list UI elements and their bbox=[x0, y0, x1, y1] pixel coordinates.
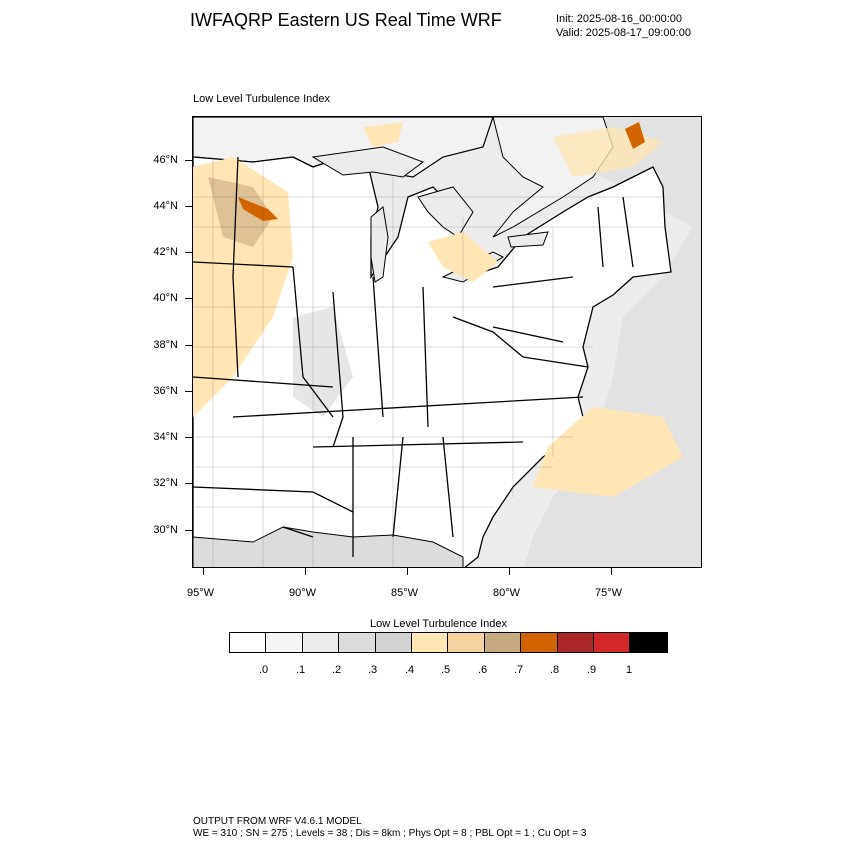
lat-label-32: 32°N bbox=[153, 477, 178, 489]
colorbar-box-0 bbox=[230, 633, 267, 652]
lon-label-95: 95°W bbox=[187, 587, 215, 599]
lat-label-46: 46°N bbox=[153, 154, 178, 166]
colorbar-label: .4 bbox=[405, 664, 415, 676]
lat-tick bbox=[185, 530, 192, 531]
lon-tick bbox=[509, 568, 510, 575]
lat-label-36: 36°N bbox=[153, 385, 178, 397]
lake-ontario bbox=[507, 231, 549, 248]
lat-tick bbox=[185, 345, 192, 346]
colorbar-box-6 bbox=[448, 633, 485, 652]
colorbar-label: .8 bbox=[550, 664, 560, 676]
turbulence-midwest-gray bbox=[293, 307, 353, 417]
colorbar-label: .3 bbox=[368, 664, 378, 676]
lake-michigan bbox=[370, 206, 389, 283]
colorbar-label: .0 bbox=[259, 664, 269, 676]
lat-tick bbox=[185, 206, 192, 207]
colorbar-box-4 bbox=[375, 633, 412, 652]
map-canvas bbox=[193, 117, 701, 567]
lon-label-75: 75°W bbox=[595, 587, 623, 599]
turbulence-atlantic-region bbox=[533, 407, 683, 497]
lat-label-38: 38°N bbox=[153, 339, 178, 351]
valid-time: Valid: 2025-08-17_09:00:00 bbox=[556, 27, 691, 39]
lon-label-85: 85°W bbox=[391, 587, 419, 599]
colorbar-label: .9 bbox=[587, 664, 597, 676]
turbulence-west-core bbox=[208, 177, 273, 247]
lat-tick bbox=[185, 391, 192, 392]
lon-label-80: 80°W bbox=[493, 587, 521, 599]
turbulence-superior-region bbox=[363, 122, 403, 147]
colorbar-box-2 bbox=[302, 633, 340, 652]
colorbar-label: .5 bbox=[441, 664, 451, 676]
colorbar-box-3 bbox=[339, 633, 376, 652]
lat-label-40: 40°N bbox=[153, 292, 178, 304]
lon-tick bbox=[611, 568, 612, 575]
colorbar-label: 1 bbox=[626, 664, 633, 676]
lat-tick bbox=[185, 437, 192, 438]
lat-tick bbox=[185, 160, 192, 161]
colorbar-label: .1 bbox=[296, 664, 306, 676]
model-info-line1: OUTPUT FROM WRF V4.6.1 MODEL bbox=[193, 816, 362, 827]
colorbar-box-8 bbox=[521, 633, 558, 652]
colorbar-box-1 bbox=[266, 633, 303, 652]
lat-tick bbox=[185, 252, 192, 253]
colorbar bbox=[229, 632, 668, 653]
colorbar-box-10 bbox=[593, 633, 631, 652]
colorbar-label: .2 bbox=[332, 664, 342, 676]
lon-label-90: 90°W bbox=[289, 587, 317, 599]
lat-label-30: 30°N bbox=[153, 524, 178, 536]
colorbar-label: .6 bbox=[478, 664, 488, 676]
county-boundaries bbox=[193, 157, 663, 567]
init-time: Init: 2025-08-16_00:00:00 bbox=[556, 13, 682, 25]
model-info-line2: WE = 310 ; SN = 275 ; Levels = 38 ; Dis … bbox=[193, 828, 587, 839]
colorbar-box-9 bbox=[557, 633, 594, 652]
lon-tick bbox=[203, 568, 204, 575]
plot-title: IWFAQRP Eastern US Real Time WRF bbox=[190, 10, 502, 30]
turbulence-quebec-core bbox=[625, 122, 645, 149]
lat-label-34: 34°N bbox=[153, 431, 178, 443]
lat-label-44: 44°N bbox=[153, 200, 178, 212]
lon-tick bbox=[305, 568, 306, 575]
colorbar-box-11 bbox=[630, 633, 667, 652]
colorbar-box-7 bbox=[484, 633, 522, 652]
turbulence-max-cell bbox=[238, 197, 278, 221]
lon-tick bbox=[407, 568, 408, 575]
lat-label-42: 42°N bbox=[153, 246, 178, 258]
colorbar-label: .7 bbox=[514, 664, 524, 676]
map-subtitle: Low Level Turbulence Index bbox=[193, 93, 330, 105]
map-panel bbox=[192, 116, 702, 568]
colorbar-title: Low Level Turbulence Index bbox=[370, 618, 507, 630]
colorbar-box-5 bbox=[411, 633, 449, 652]
lat-tick bbox=[185, 483, 192, 484]
lat-tick bbox=[185, 298, 192, 299]
lake-superior bbox=[311, 146, 425, 178]
